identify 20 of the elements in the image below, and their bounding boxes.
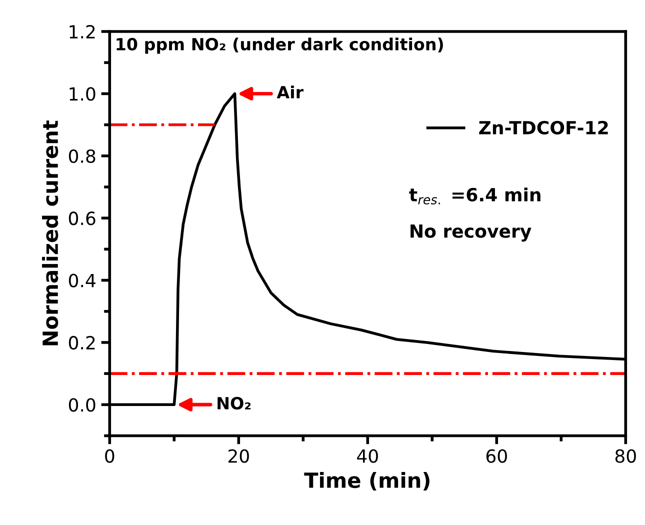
- annotation: Air: [276, 86, 304, 98]
- x-tick-label: 0: [105, 449, 114, 463]
- x-tick-label: 80: [615, 449, 636, 463]
- chart-title: 10 ppm NO₂ (under dark condition): [116, 38, 443, 54]
- y-tick-label: 0.6: [68, 212, 96, 226]
- y-tick-label: 0.8: [68, 149, 96, 163]
- x-tick-label: 60: [486, 449, 507, 463]
- x-tick-label: 40: [357, 449, 378, 463]
- annotation: No recovery: [410, 224, 532, 242]
- x-axis-title: Time (min): [304, 472, 430, 491]
- y-tick-label: 0.4: [68, 274, 96, 288]
- x-tick-label: 20: [228, 449, 249, 463]
- y-axis-title: Normalized current: [42, 120, 58, 346]
- annotation: t$_{res.}$ =6.4 min: [409, 188, 540, 204]
- y-tick-label: 0.2: [68, 336, 95, 350]
- legend-label: Zn-TDCOF-12: [479, 120, 608, 134]
- annotation: NO₂: [218, 396, 251, 410]
- y-tick-label: 1.2: [70, 24, 95, 38]
- y-tick-label: 1.0: [70, 87, 96, 101]
- y-tick-label: 0.0: [68, 398, 96, 412]
